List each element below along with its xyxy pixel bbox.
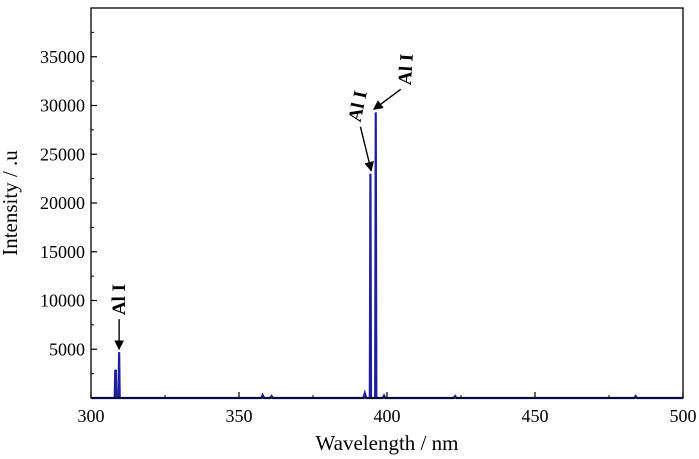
x-tick-label: 500	[670, 406, 697, 426]
x-tick-label: 450	[522, 406, 549, 426]
y-tick-label: 25000	[40, 144, 85, 164]
y-tick-label: 5000	[49, 339, 85, 359]
x-tick-label: 300	[78, 406, 105, 426]
annotation-label: Al I	[109, 284, 130, 315]
plot-frame	[90, 7, 684, 399]
axis-layer: 300 350 400 450 500 5000 10000 15000 20000 25000 3…	[40, 7, 697, 426]
x-tick-label: 400	[374, 406, 401, 426]
annotation-arrow	[372, 88, 402, 110]
y-tick-label: 35000	[40, 47, 85, 67]
y-tick-label: 10000	[40, 291, 85, 311]
annotation-label: Al I	[395, 53, 418, 86]
y-tick-label: 15000	[40, 242, 85, 262]
annotation-arrow	[359, 126, 374, 172]
plot-layer	[91, 112, 683, 400]
x-axis-title: Wavelength / nm	[316, 431, 459, 455]
x-tick-label: 350	[226, 406, 253, 426]
y-tick-label: 20000	[40, 193, 85, 213]
y-tick-label: 30000	[40, 96, 85, 116]
annotation-label: Al I	[345, 89, 372, 124]
y-axis-title: Intensity / .u	[0, 150, 22, 256]
series-line-1	[91, 112, 683, 400]
